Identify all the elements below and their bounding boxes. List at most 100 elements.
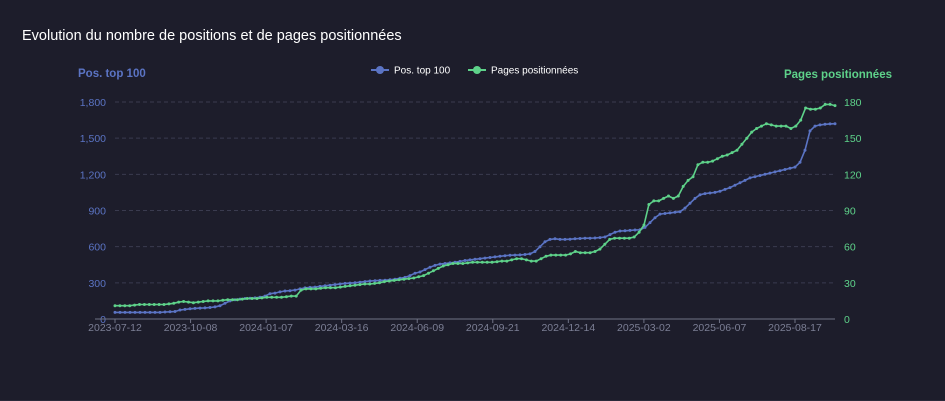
data-point bbox=[483, 256, 487, 260]
data-point bbox=[534, 259, 538, 263]
data-point bbox=[178, 308, 182, 312]
data-point bbox=[735, 148, 739, 152]
data-point bbox=[718, 189, 722, 193]
data-point bbox=[608, 237, 612, 241]
data-point bbox=[485, 260, 489, 264]
x-tick-label: 2024-09-21 bbox=[466, 322, 520, 334]
left-axis-title: Pos. top 100 bbox=[78, 68, 146, 80]
data-point bbox=[427, 271, 430, 275]
data-point bbox=[637, 230, 641, 234]
data-point bbox=[493, 255, 497, 259]
data-point bbox=[693, 196, 697, 200]
data-point bbox=[818, 106, 822, 110]
data-point bbox=[441, 264, 445, 268]
data-point bbox=[613, 236, 617, 240]
data-point bbox=[743, 178, 747, 182]
data-point bbox=[451, 262, 455, 265]
data-point bbox=[211, 299, 215, 303]
data-point bbox=[255, 297, 259, 300]
left-tick-label: 0 bbox=[100, 314, 106, 326]
left-tick-label: 1,500 bbox=[80, 133, 106, 145]
chart-title: Evolution du nombre de positions et de p… bbox=[22, 28, 402, 44]
x-tick-label: 2023-07-12 bbox=[88, 322, 142, 334]
data-point bbox=[328, 283, 332, 287]
data-point bbox=[412, 276, 416, 280]
right-tick-label: 60 bbox=[844, 242, 856, 254]
data-point bbox=[443, 262, 447, 265]
data-point bbox=[799, 118, 803, 122]
data-point bbox=[703, 192, 707, 196]
data-point bbox=[193, 306, 197, 310]
data-point bbox=[208, 306, 212, 309]
data-point bbox=[676, 194, 680, 198]
data-point bbox=[500, 259, 504, 263]
data-point bbox=[583, 236, 587, 240]
data-point bbox=[622, 236, 626, 240]
data-point bbox=[793, 165, 797, 169]
data-point bbox=[828, 102, 832, 106]
data-point bbox=[273, 291, 277, 295]
data-point bbox=[628, 228, 632, 232]
data-point bbox=[201, 300, 205, 303]
data-point bbox=[368, 282, 372, 286]
data-point bbox=[113, 310, 117, 314]
data-point bbox=[378, 281, 381, 285]
data-point bbox=[299, 288, 303, 292]
data-point bbox=[568, 237, 572, 241]
data-point bbox=[783, 168, 787, 171]
data-point bbox=[613, 230, 617, 234]
data-point bbox=[498, 254, 502, 258]
data-point bbox=[118, 304, 122, 308]
data-point bbox=[603, 235, 607, 239]
data-point bbox=[488, 256, 492, 259]
data-point bbox=[128, 310, 132, 314]
data-point bbox=[203, 306, 207, 310]
data-point bbox=[643, 225, 647, 229]
data-point bbox=[663, 212, 667, 215]
x-tick-label: 2024-01-07 bbox=[239, 322, 293, 334]
data-point bbox=[490, 260, 494, 264]
data-point bbox=[662, 196, 666, 200]
data-point bbox=[402, 277, 406, 281]
data-point bbox=[653, 216, 657, 220]
data-point bbox=[348, 281, 352, 285]
data-point bbox=[196, 300, 200, 304]
data-point bbox=[382, 280, 386, 284]
data-point bbox=[309, 287, 313, 291]
data-point bbox=[503, 254, 507, 258]
data-point bbox=[813, 107, 817, 111]
data-point bbox=[431, 269, 435, 273]
data-point bbox=[779, 124, 783, 128]
data-point bbox=[598, 247, 602, 251]
data-point bbox=[213, 305, 217, 309]
data-point bbox=[784, 124, 788, 128]
data-point bbox=[148, 310, 152, 314]
data-point bbox=[769, 123, 773, 127]
data-point bbox=[461, 262, 465, 265]
data-point bbox=[348, 284, 352, 288]
data-point bbox=[133, 310, 137, 314]
data-point bbox=[730, 151, 734, 155]
data-point bbox=[480, 260, 484, 264]
right-axis-title: Pages positionnées bbox=[784, 69, 892, 81]
data-point bbox=[768, 171, 772, 175]
data-point bbox=[598, 236, 602, 240]
data-point bbox=[627, 236, 631, 240]
data-point bbox=[548, 237, 552, 241]
data-point bbox=[158, 310, 162, 314]
data-point bbox=[648, 221, 652, 225]
right-tick-label: 30 bbox=[844, 278, 856, 290]
data-point bbox=[794, 124, 798, 128]
data-point bbox=[423, 268, 427, 272]
data-point bbox=[750, 130, 754, 134]
data-point bbox=[353, 281, 357, 285]
data-point bbox=[278, 290, 282, 294]
data-point bbox=[260, 296, 264, 300]
data-point bbox=[733, 183, 737, 187]
left-tick-label: 1,800 bbox=[80, 97, 106, 109]
data-point bbox=[652, 199, 656, 203]
data-point bbox=[745, 136, 749, 140]
data-point bbox=[152, 303, 156, 306]
